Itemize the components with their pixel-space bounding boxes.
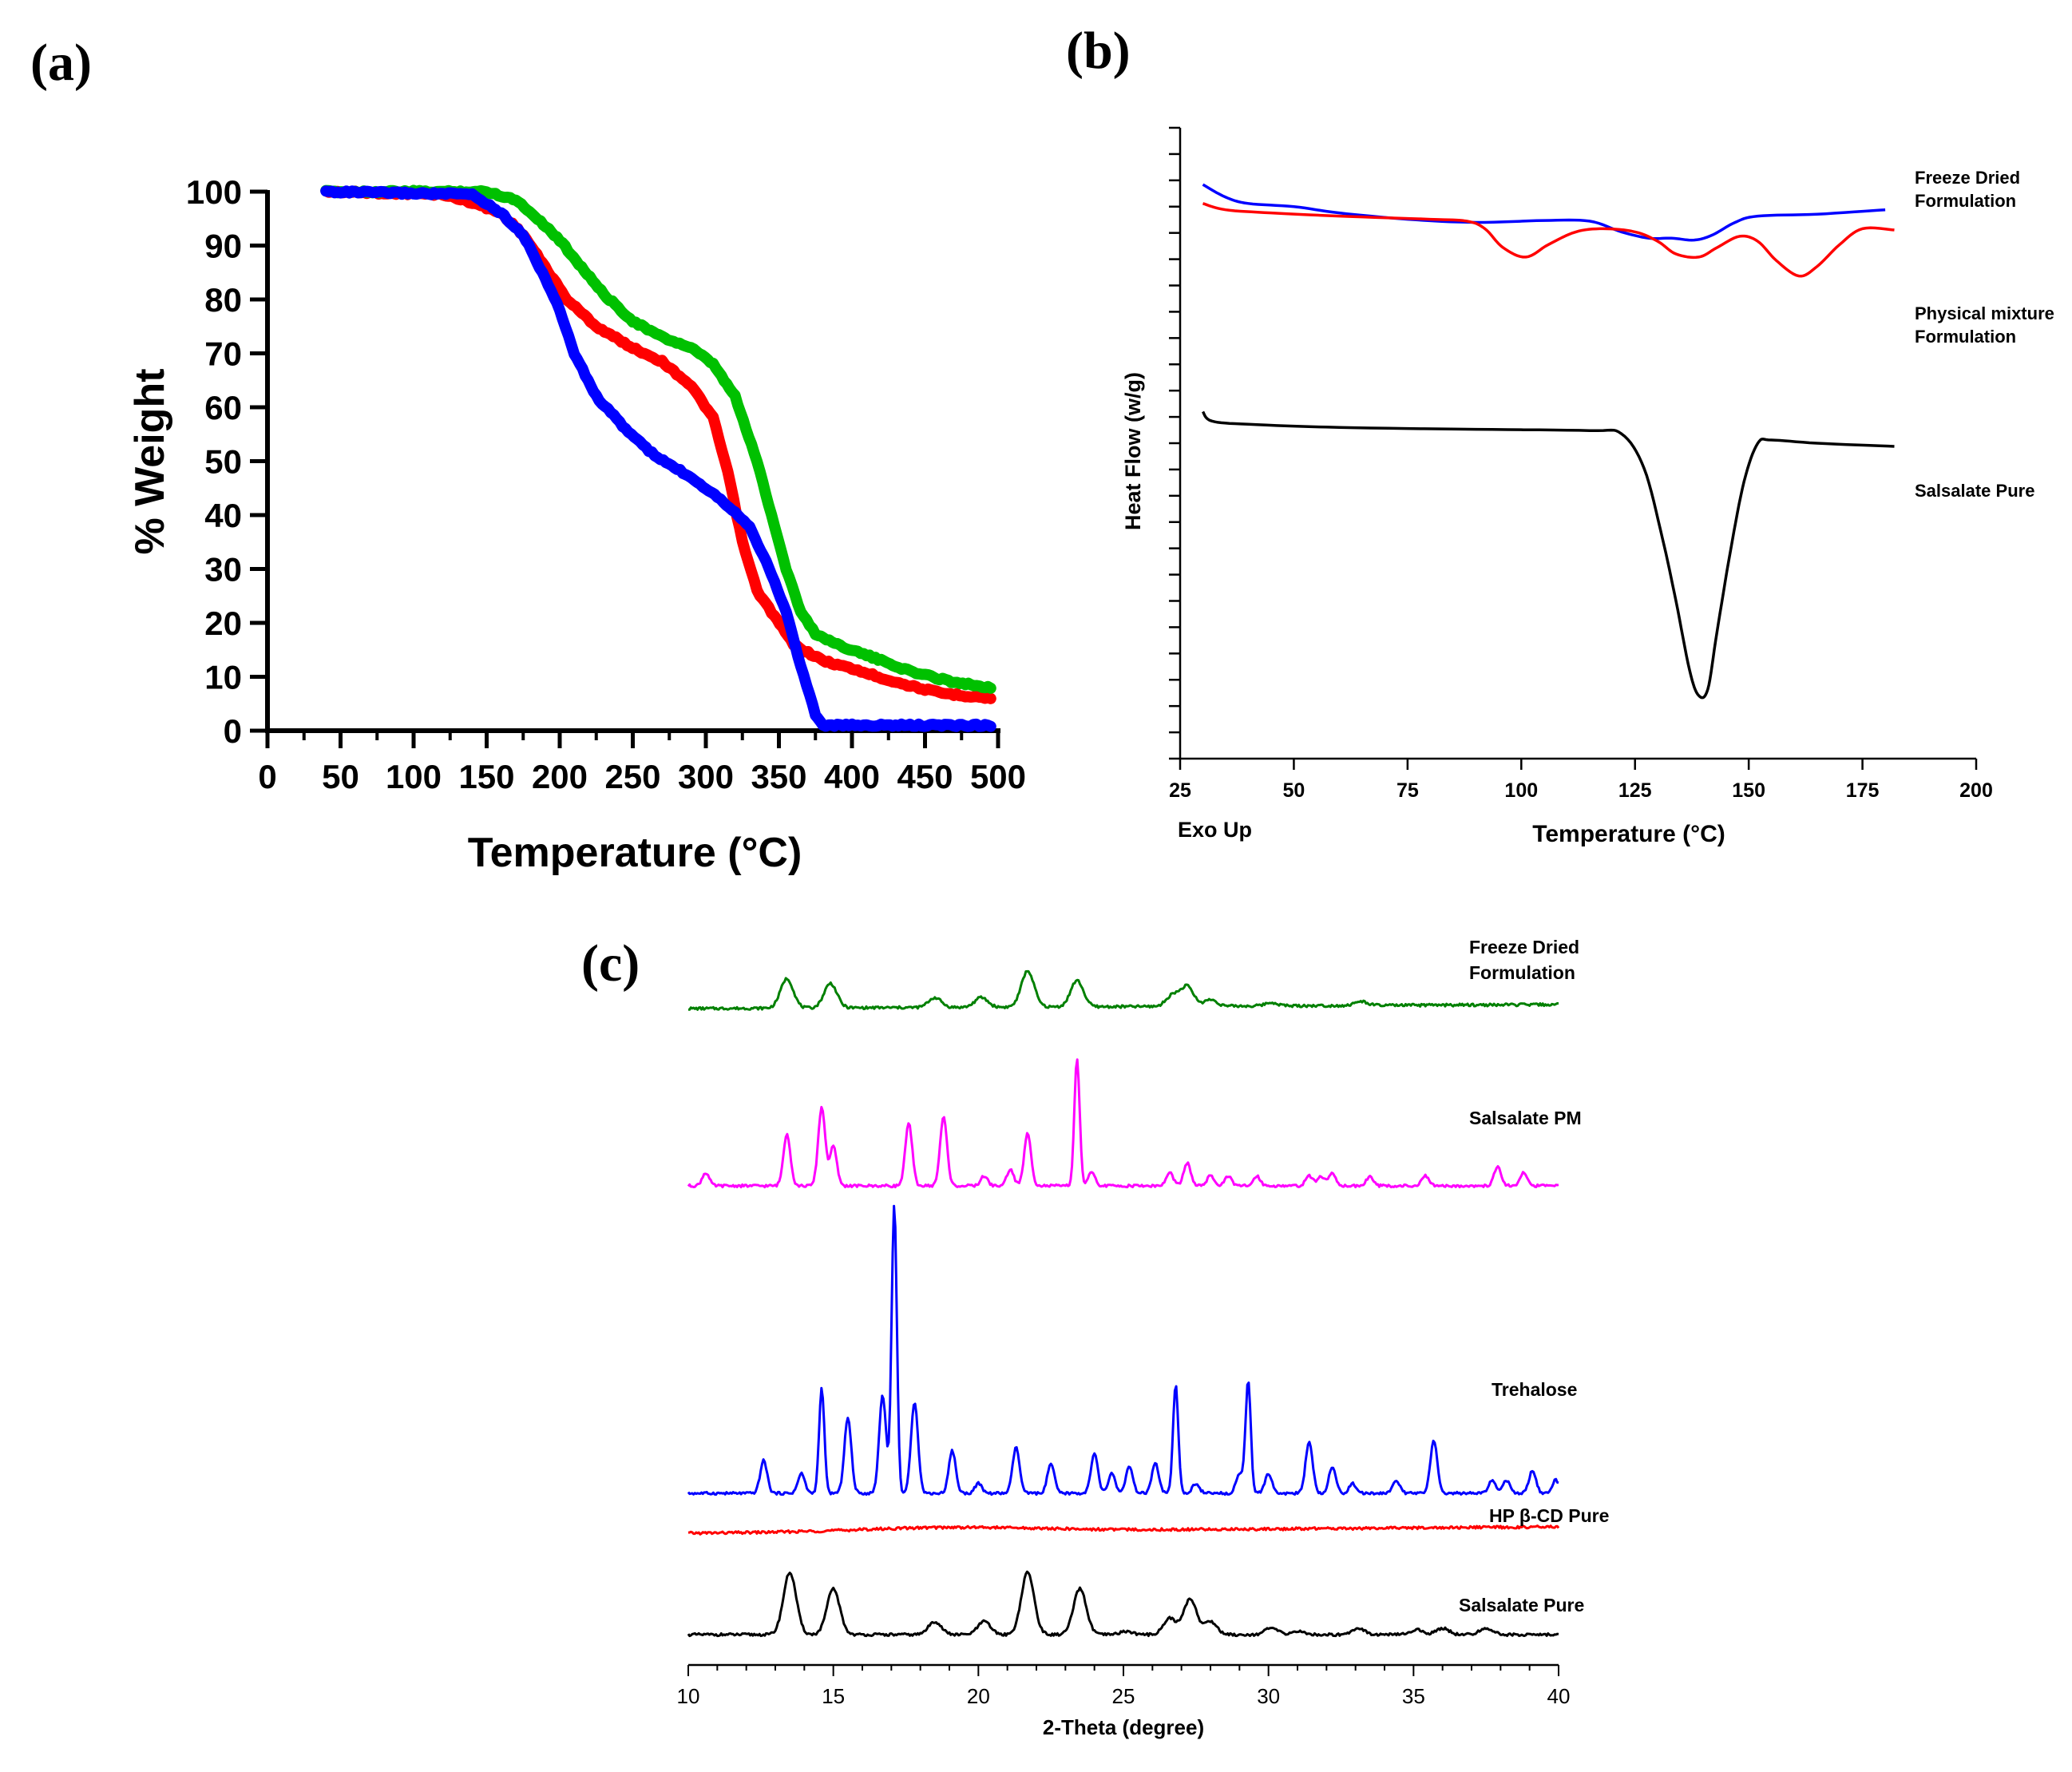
xrd-x-axis-title: 2-Theta (degree) — [1043, 1715, 1204, 1739]
xrd-x-tick-label: 40 — [1547, 1684, 1571, 1708]
xrd-x-tick-label: 20 — [967, 1684, 990, 1708]
dsc-series-label: Salsalate Pure — [1915, 481, 2034, 501]
xrd-series-label: Freeze Dried — [1469, 937, 1579, 957]
panel-label-c: (c) — [581, 934, 640, 993]
tga-y-axis-title: % Weight — [127, 368, 173, 554]
tga-series-line — [320, 185, 996, 732]
tga-y-tick-label: 70 — [204, 335, 242, 373]
tga-x-axis-title: Temperature (°C) — [468, 830, 802, 876]
dsc-x-tick-label: 125 — [1618, 779, 1652, 802]
dsc-series-line — [1201, 410, 1895, 700]
xrd-series-line — [687, 1570, 1559, 1638]
tga-x-tick-label: 300 — [678, 758, 734, 795]
xrd-series-label: Formulation — [1469, 962, 1575, 983]
tga-x-tick-label: 150 — [458, 758, 514, 795]
dsc-chart: Heat Flow (w/g) Temperature (°C) Exo Up … — [1121, 126, 2054, 847]
dsc-x-tick-label: 175 — [1846, 779, 1880, 802]
dsc-exo-up-note: Exo Up — [1178, 818, 1252, 842]
dsc-series-line — [1202, 183, 1886, 242]
xrd-series-line — [687, 1204, 1559, 1496]
tga-x-tick-label: 250 — [604, 758, 660, 795]
tga-x-tick-label: 450 — [897, 758, 953, 795]
tga-y-tick-label: 40 — [204, 497, 242, 534]
tga-x-tick-label: 100 — [386, 758, 442, 795]
tga-y-tick-label: 80 — [204, 281, 242, 319]
tga-x-tick-label: 50 — [322, 758, 359, 795]
dsc-x-tick-label: 25 — [1169, 779, 1191, 802]
xrd-x-tick-label: 10 — [677, 1684, 700, 1708]
panel-label-b: (b) — [1066, 22, 1131, 80]
dsc-x-tick-label: 75 — [1397, 779, 1419, 802]
xrd-series-line — [687, 969, 1559, 1011]
dsc-x-tick-label: 100 — [1504, 779, 1538, 802]
panel-label-a: (a) — [30, 34, 92, 92]
tga-y-tick-label: 30 — [204, 551, 242, 589]
xrd-chart: 2-Theta (degree) 10 15 20 25 30 35 40 Freeze Dr… — [677, 937, 1610, 1739]
xrd-x-tick-label: 25 — [1112, 1684, 1135, 1708]
tga-x-tick-label: 0 — [258, 758, 276, 795]
xrd-x-tick-label: 30 — [1257, 1684, 1280, 1708]
tga-y-tick-label: 100 — [186, 173, 242, 211]
tga-x-tick-label: 500 — [970, 758, 1026, 795]
dsc-series-line — [1202, 202, 1895, 278]
dsc-x-tick-label: 200 — [1959, 779, 1993, 802]
dsc-series-label: Freeze Dried — [1915, 168, 2020, 188]
xrd-series-label: Trehalose — [1492, 1379, 1577, 1400]
xrd-series-label: Salsalate Pure — [1459, 1595, 1584, 1615]
tga-y-tick-label: 0 — [224, 712, 242, 750]
xrd-x-tick-label: 35 — [1402, 1684, 1425, 1708]
dsc-series-label: Physical mixture — [1915, 303, 2054, 323]
tga-y-tick-label: 10 — [204, 659, 242, 696]
xrd-series-line — [687, 1524, 1560, 1536]
tga-x-tick-label: 400 — [824, 758, 880, 795]
dsc-y-axis-title: Heat Flow (w/g) — [1121, 372, 1145, 530]
tga-x-tick-label: 350 — [751, 758, 806, 795]
dsc-x-tick-label: 50 — [1283, 779, 1305, 802]
tga-y-tick-label: 90 — [204, 228, 242, 265]
xrd-x-tick-label: 15 — [822, 1684, 845, 1708]
dsc-series-label: Formulation — [1915, 327, 2016, 347]
tga-y-tick-label: 60 — [204, 389, 242, 426]
tga-y-tick-label: 50 — [204, 443, 242, 481]
dsc-series-label: Formulation — [1915, 191, 2016, 211]
tga-y-tick-label: 20 — [204, 605, 242, 642]
dsc-x-axis-title: Temperature (°C) — [1532, 821, 1725, 847]
tga-series-line — [320, 184, 996, 694]
tga-x-tick-label: 200 — [532, 758, 588, 795]
xrd-series-label: Salsalate PM — [1469, 1108, 1582, 1128]
dsc-x-tick-label: 150 — [1732, 779, 1765, 802]
tga-series-line — [320, 185, 996, 704]
tga-chart: % Weight Temperature (°C) 0 50 100 150 200 25… — [127, 173, 1026, 876]
xrd-series-line — [687, 1058, 1559, 1189]
xrd-series-label: HP β-CD Pure — [1489, 1505, 1609, 1526]
